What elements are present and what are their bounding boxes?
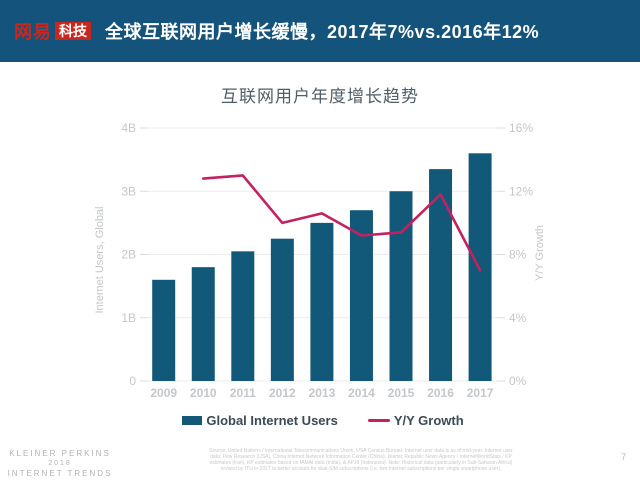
source-line: data: Pew Research (USA), China Internet… xyxy=(210,454,512,460)
svg-text:2B: 2B xyxy=(121,248,136,262)
source-note: Source: United Nations / International T… xyxy=(165,448,557,472)
svg-text:16%: 16% xyxy=(509,121,533,135)
svg-text:4B: 4B xyxy=(121,121,136,135)
line-series-label: Y/Y Growth xyxy=(393,412,464,428)
brand-report: INTERNET TRENDS xyxy=(7,469,113,478)
brand-year: 2018 xyxy=(48,460,72,467)
svg-text:Internet Users, Global: Internet Users, Global xyxy=(94,207,106,314)
source-line: revised by ITU in 2017 to better account… xyxy=(220,466,502,472)
brand-name: KLEINER PERKINS xyxy=(9,449,111,458)
svg-text:0%: 0% xyxy=(509,374,527,388)
svg-text:4%: 4% xyxy=(509,311,527,325)
svg-text:2014: 2014 xyxy=(348,386,375,400)
tech-logo-badge: 科技 xyxy=(55,22,91,40)
svg-text:8%: 8% xyxy=(509,248,527,262)
svg-text:2012: 2012 xyxy=(269,386,296,400)
svg-text:2011: 2011 xyxy=(230,386,256,400)
bar-series-swatch xyxy=(182,415,203,425)
line-series-swatch xyxy=(367,418,390,422)
svg-text:2009: 2009 xyxy=(150,386,177,400)
svg-text:2015: 2015 xyxy=(388,386,415,400)
svg-text:2013: 2013 xyxy=(309,386,336,400)
chart-title: 互联网用户年度增长趋势 xyxy=(221,87,419,106)
svg-text:1B: 1B xyxy=(121,311,136,325)
source-line: estimates (Iran), KP estimates based on … xyxy=(209,460,513,466)
svg-text:2016: 2016 xyxy=(427,386,454,400)
svg-text:2017: 2017 xyxy=(467,386,494,400)
netease-logo-text: 网易 xyxy=(14,22,52,42)
svg-text:0: 0 xyxy=(129,374,136,388)
bar-series-label: Global Internet Users xyxy=(206,412,338,428)
legend-item-line: Y/Y Growth xyxy=(367,412,464,428)
article-title: 全球互联网用户增长缓慢，2017年7%vs.2016年12% xyxy=(105,22,540,42)
netease-tech-logo: 网易 科技 xyxy=(14,18,91,44)
svg-text:Y/Y Growth: Y/Y Growth xyxy=(534,225,546,281)
header-bar: 网易 科技 全球互联网用户增长缓慢，2017年7%vs.2016年12% xyxy=(0,0,640,62)
source-line: Source: United Nations / International T… xyxy=(209,448,513,454)
chart-legend: Global Internet Users Y/Y Growth xyxy=(118,410,528,430)
kleiner-perkins-brand: KLEINER PERKINS 2018 INTERNET TRENDS xyxy=(4,449,116,478)
svg-text:3B: 3B xyxy=(121,184,136,198)
svg-text:12%: 12% xyxy=(509,184,533,198)
legend-item-bars: Global Internet Users xyxy=(182,412,338,428)
svg-text:2010: 2010 xyxy=(190,386,217,400)
page-number: 7 xyxy=(620,452,626,462)
